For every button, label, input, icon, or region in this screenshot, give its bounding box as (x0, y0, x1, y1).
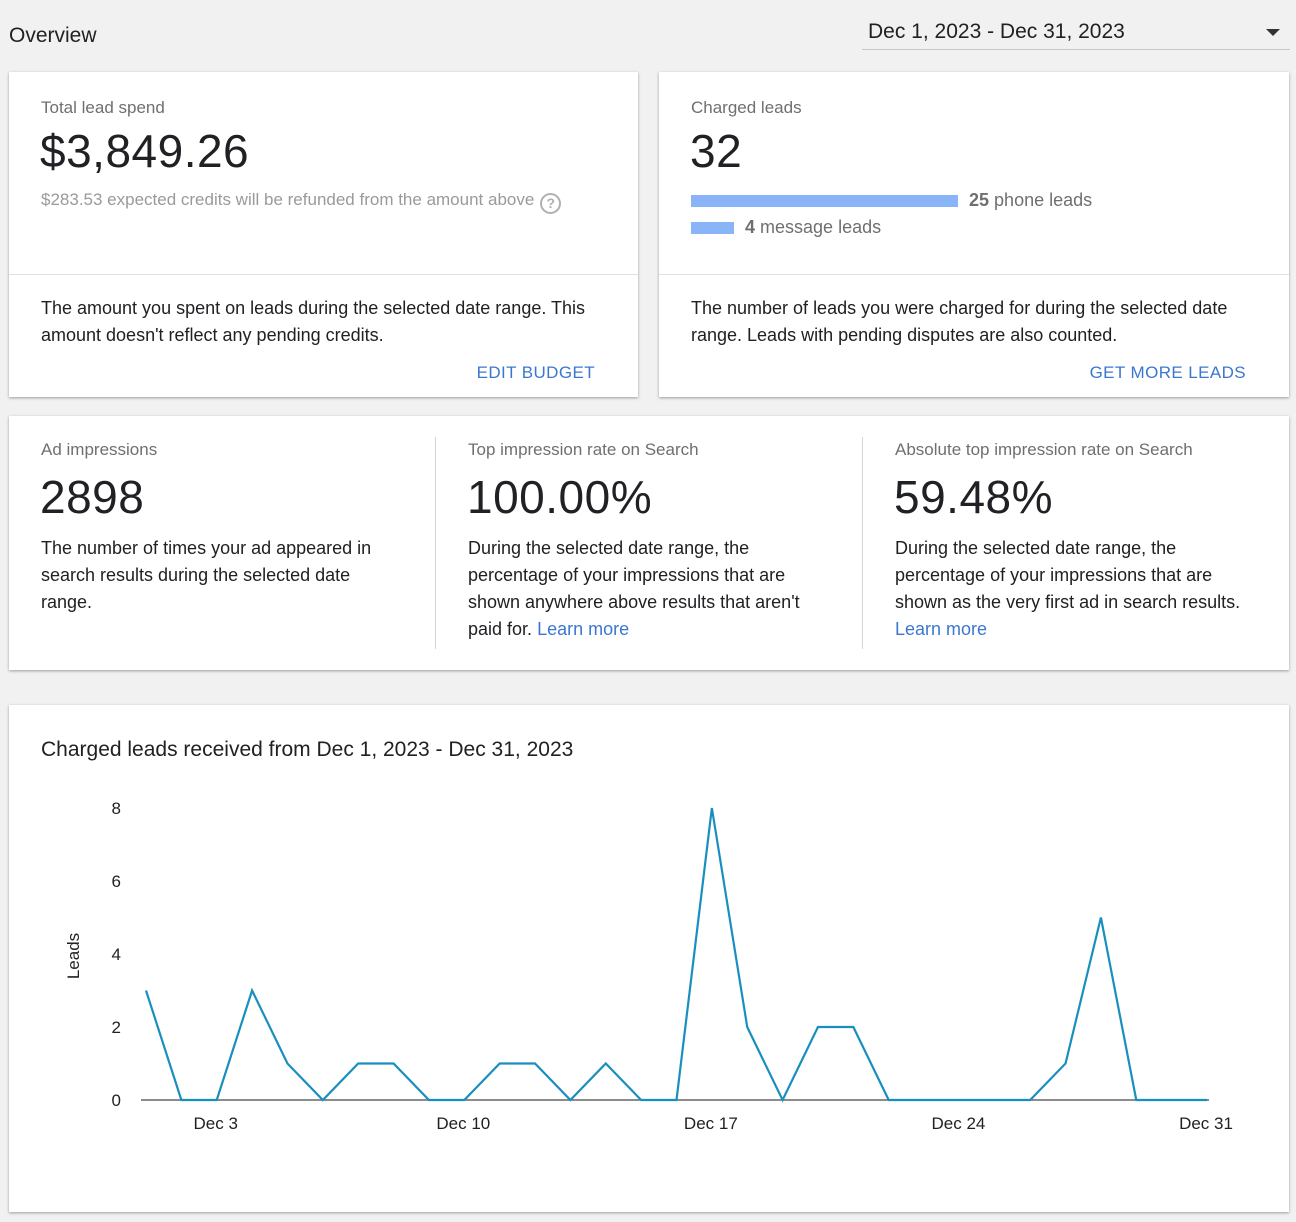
phone-leads-count: 25 (969, 190, 990, 210)
y-axis-label: Leads (64, 933, 83, 979)
x-tick-label: Dec 3 (194, 1114, 238, 1133)
y-tick-label: 2 (112, 1018, 121, 1037)
lead-spend-label: Total lead spend (41, 98, 165, 117)
lead-spend-summary: Total lead spend $3,849.26 $283.53 expec… (9, 72, 638, 275)
message-leads-label: 4 message leads (745, 217, 881, 238)
y-tick-label: 8 (112, 799, 121, 818)
metric-ad-impressions: Ad impressions 2898 The number of times … (40, 416, 411, 670)
help-icon[interactable]: ? (540, 193, 562, 214)
date-range-value: Dec 1, 2023 - Dec 31, 2023 (868, 20, 1125, 43)
chart-card: Charged leads received from Dec 1, 2023 … (9, 705, 1289, 1212)
metric-description: During the selected date range, the perc… (468, 535, 830, 643)
metric-divider (862, 437, 863, 649)
lead-spend-description: The amount you spent on leads during the… (41, 298, 586, 345)
charged-leads-summary: Charged leads 32 25 phone leads 4 messag… (659, 72, 1289, 275)
charged-leads-description: The number of leads you were charged for… (691, 298, 1228, 345)
x-tick-label: Dec 10 (436, 1114, 490, 1133)
metric-value: 59.48% (894, 471, 1054, 523)
page-title: Overview (9, 24, 97, 47)
charged-leads-value: 32 (690, 125, 743, 177)
metric-label: Ad impressions (41, 440, 158, 459)
metric-absolute-top-impression-rate: Absolute top impression rate on Search 5… (894, 416, 1265, 670)
edit-budget-button[interactable]: EDIT BUDGET (476, 363, 595, 382)
metric-description-text: During the selected date range, the perc… (468, 538, 800, 639)
metric-top-impression-rate: Top impression rate on Search 100.00% Du… (467, 416, 838, 670)
date-range-select[interactable]: Dec 1, 2023 - Dec 31, 2023 (862, 14, 1290, 50)
charged-leads-label: Charged leads (691, 98, 802, 117)
metric-divider (435, 437, 436, 649)
impressions-card: Ad impressions 2898 The number of times … (9, 416, 1289, 670)
refund-note-text: $283.53 expected credits will be refunde… (41, 190, 535, 209)
metric-description: The number of times your ad appeared in … (41, 538, 372, 612)
metric-value: 100.00% (467, 471, 653, 523)
phone-leads-text: phone leads (994, 190, 1093, 210)
learn-more-link[interactable]: Learn more (895, 619, 988, 639)
get-more-leads-button[interactable]: GET MORE LEADS (1089, 363, 1246, 382)
dropdown-caret-icon (1266, 29, 1280, 36)
y-tick-label: 0 (112, 1091, 121, 1110)
leads-line-chart: 0 2 4 6 8 Leads Dec 3 Dec 10 Dec 17 Dec 24 Dec 31 (64, 799, 1233, 1133)
phone-leads-label: 25 phone leads (969, 190, 1092, 211)
metric-description: During the selected date range, the perc… (895, 535, 1263, 643)
x-tick-label: Dec 17 (684, 1114, 738, 1133)
metric-value: 2898 (40, 471, 145, 523)
leads-series-line (144, 807, 1207, 1103)
metric-description-text: During the selected date range, the perc… (895, 538, 1241, 612)
learn-more-link[interactable]: Learn more (537, 619, 630, 639)
metric-label: Top impression rate on Search (468, 440, 699, 459)
phone-leads-bar (691, 195, 958, 207)
refund-note: $283.53 expected credits will be refunde… (41, 190, 562, 214)
message-leads-bar (691, 222, 734, 234)
metric-label: Absolute top impression rate on Search (895, 440, 1193, 459)
x-tick-label: Dec 31 (1179, 1114, 1233, 1133)
x-tick-label: Dec 24 (931, 1114, 985, 1133)
y-tick-label: 4 (112, 945, 121, 964)
y-tick-label: 6 (112, 872, 121, 891)
message-leads-text: message leads (760, 217, 882, 237)
lead-spend-value: $3,849.26 (40, 125, 250, 177)
lead-spend-card: Total lead spend $3,849.26 $283.53 expec… (9, 72, 638, 397)
charged-leads-card: Charged leads 32 25 phone leads 4 messag… (659, 72, 1289, 397)
chart-title: Charged leads received from Dec 1, 2023 … (41, 738, 574, 761)
message-leads-count: 4 (745, 217, 756, 237)
